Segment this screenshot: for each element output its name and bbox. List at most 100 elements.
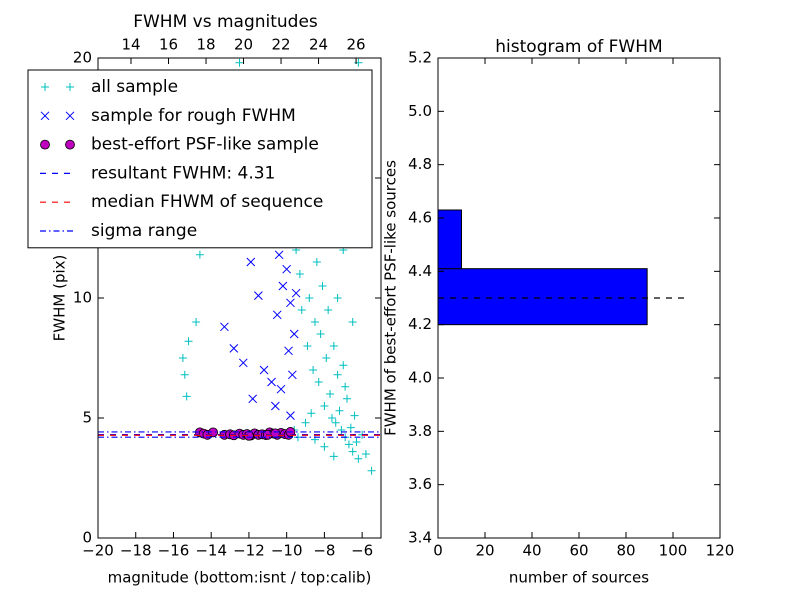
x-tick-label: −18: [120, 542, 152, 560]
plus-marker: [333, 370, 342, 379]
legend-marker: [65, 111, 75, 121]
x2-tick-label: 24: [309, 36, 328, 54]
x-axis-label: number of sources: [509, 569, 649, 587]
x2-tick-label: 22: [271, 36, 290, 54]
plus-marker: [318, 282, 327, 290]
plus-marker: [350, 411, 359, 420]
y-tick-label: 20: [73, 49, 92, 67]
plus-marker: [348, 447, 357, 456]
x-marker: [272, 310, 282, 320]
plus-marker: [184, 337, 193, 346]
legend-label: best-effort PSF-like sample: [91, 135, 319, 155]
chart-title: histogram of FWHM: [495, 37, 662, 57]
plus-marker: [329, 452, 338, 461]
x-marker: [254, 291, 263, 300]
x-marker: [248, 394, 258, 404]
y-tick-label: 4.2: [408, 315, 432, 333]
y-tick-label: 3.6: [408, 475, 432, 493]
plus-marker: [301, 418, 310, 427]
plus-marker: [324, 306, 333, 314]
plus-marker: [337, 426, 346, 434]
plus-marker: [331, 418, 340, 427]
x-marker: [287, 370, 297, 380]
legend: [27, 69, 373, 249]
x-marker: [238, 358, 248, 368]
plus-marker: [180, 370, 189, 379]
plus-marker: [333, 294, 342, 302]
x-tick-label: −10: [271, 542, 303, 560]
x-tick-label: −12: [233, 542, 265, 560]
plus-marker: [178, 354, 187, 362]
x-marker: [286, 411, 295, 420]
x-tick-label: 60: [569, 542, 588, 560]
plus-marker: [327, 414, 336, 422]
legend-label: sample for rough FWHM: [91, 106, 296, 126]
x-tick-label: −20: [82, 542, 114, 560]
x-axis-label: magnitude (bottom:isnt / top:calib): [108, 569, 372, 587]
plus-marker: [192, 318, 201, 326]
legend-label: resultant FWHM: 4.31: [91, 163, 275, 183]
plus-marker: [344, 440, 353, 449]
x-marker: [289, 329, 299, 339]
plus-marker: [310, 318, 319, 326]
x-tick-label: 100: [659, 542, 688, 560]
x2-tick-label: 18: [196, 36, 215, 54]
plus-marker: [305, 294, 314, 302]
x-tick-label: 20: [475, 542, 494, 560]
plus-marker: [367, 466, 376, 475]
plus-marker: [320, 442, 329, 451]
x-tick-label: 80: [616, 542, 635, 560]
x2-tick-label: 14: [121, 36, 140, 54]
legend-label: all sample: [91, 77, 178, 97]
x-marker: [278, 281, 288, 291]
plus-marker: [309, 366, 318, 374]
plus-marker: [182, 392, 191, 401]
x2-tick-label: 16: [159, 36, 178, 54]
y-tick-label: 3.8: [408, 422, 432, 440]
bar: [437, 268, 648, 326]
chart-title: FWHM vs magnitudes: [133, 12, 318, 32]
plus-marker: [307, 409, 316, 418]
plus-marker: [354, 454, 363, 463]
y-tick-label: 5: [82, 409, 92, 427]
x-tick-label: −14: [195, 542, 227, 560]
plus-marker: [348, 318, 357, 326]
plus-marker: [314, 378, 323, 386]
plus-marker: [195, 250, 204, 259]
plus-marker: [235, 58, 244, 67]
x-tick-label: −6: [351, 542, 373, 560]
circle-marker: [270, 428, 281, 439]
plus-marker: [343, 394, 352, 403]
x-marker: [282, 264, 292, 274]
x2-tick-label: 26: [347, 36, 366, 54]
x-marker: [220, 322, 229, 332]
x-tick-label: −8: [313, 542, 335, 560]
plus-marker: [361, 450, 370, 458]
x-marker: [259, 365, 269, 375]
x-marker: [267, 377, 276, 387]
y-axis-label: FWHM of best-effort PSF-like sources: [382, 160, 400, 436]
plus-marker: [297, 306, 306, 314]
x-marker: [246, 257, 256, 267]
x-marker: [229, 344, 239, 353]
legend-label: sigma range: [91, 221, 197, 241]
plus-marker: [326, 390, 335, 398]
plus-marker: [322, 354, 331, 362]
x-tick-label: 0: [433, 542, 443, 560]
y-tick-label: 10: [73, 289, 92, 307]
legend-label: median FHWM of sequence: [91, 192, 323, 212]
plus-marker: [341, 382, 350, 391]
plus-marker: [346, 423, 355, 432]
x-tick-label: 40: [522, 542, 541, 560]
y-tick-label: 0: [82, 529, 92, 547]
x-marker: [276, 384, 286, 394]
x2-tick-label: 20: [234, 36, 253, 54]
x-tick-label: 120: [706, 542, 735, 560]
y-tick-label: 5.0: [408, 102, 432, 120]
legend-marker: [65, 139, 75, 150]
x-marker: [291, 288, 301, 298]
plus-marker: [312, 258, 321, 266]
y-tick-label: 4.6: [408, 209, 432, 227]
legend-marker: [41, 83, 49, 91]
